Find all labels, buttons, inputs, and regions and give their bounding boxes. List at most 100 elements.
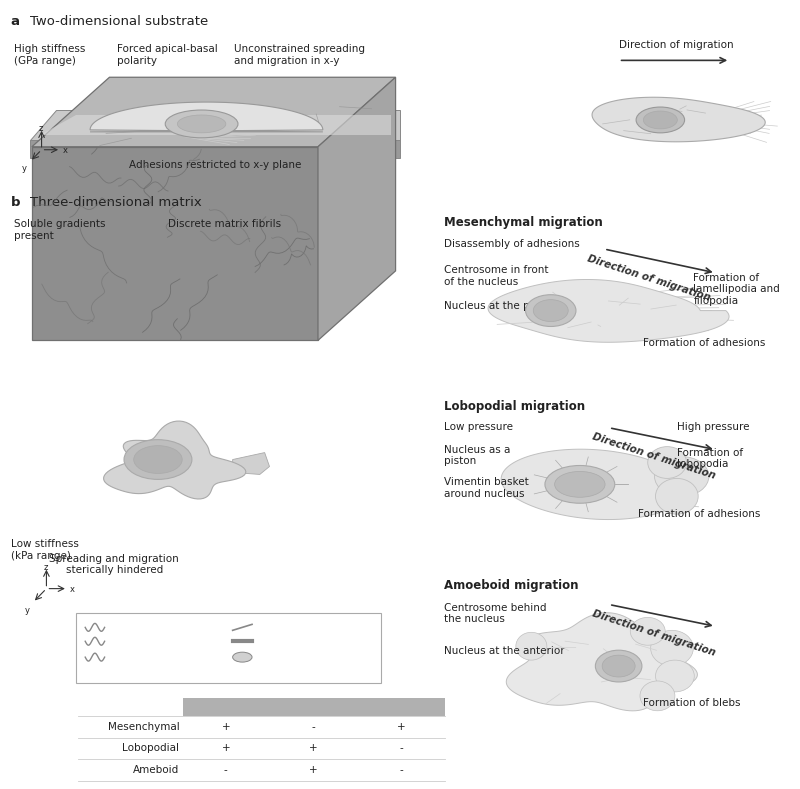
Ellipse shape — [655, 478, 698, 514]
Text: +: + — [222, 743, 230, 753]
Polygon shape — [40, 115, 390, 135]
Ellipse shape — [640, 681, 675, 711]
Text: High pressure: High pressure — [677, 422, 750, 432]
Text: Formation of
lobopodia: Formation of lobopodia — [677, 447, 743, 469]
Text: Centrosome in front
of the nucleus: Centrosome in front of the nucleus — [444, 265, 549, 286]
Ellipse shape — [650, 630, 694, 666]
Ellipse shape — [655, 660, 694, 692]
Text: Nucleus as a
piston: Nucleus as a piston — [444, 445, 510, 466]
Ellipse shape — [630, 618, 665, 645]
Text: Unconstrained spreading
and migration in x-y: Unconstrained spreading and migration in… — [234, 44, 365, 66]
Text: z: z — [43, 563, 48, 572]
Polygon shape — [32, 147, 318, 340]
Text: -: - — [399, 743, 403, 753]
Text: Lobopodial: Lobopodial — [122, 743, 179, 753]
Text: Low pressure: Low pressure — [444, 422, 513, 432]
Polygon shape — [501, 449, 688, 519]
Text: -: - — [311, 722, 315, 731]
Text: +: + — [309, 743, 318, 753]
Polygon shape — [592, 97, 766, 142]
Ellipse shape — [545, 466, 614, 503]
Text: x: x — [63, 146, 68, 155]
Polygon shape — [358, 697, 445, 716]
Text: Disassembly of adhesions: Disassembly of adhesions — [444, 239, 580, 249]
Text: a: a — [10, 15, 19, 28]
Text: Stress fiber: Stress fiber — [256, 622, 307, 631]
Text: Three-dimensional matrix: Three-dimensional matrix — [30, 196, 202, 209]
Ellipse shape — [134, 446, 182, 473]
Text: Actin microfilament: Actin microfilament — [109, 622, 198, 631]
Text: z: z — [38, 124, 42, 133]
Polygon shape — [90, 102, 323, 132]
Text: High stiffness
(GPa range): High stiffness (GPa range) — [14, 44, 86, 66]
Ellipse shape — [648, 447, 686, 478]
Text: Mesenchymal: Mesenchymal — [107, 722, 179, 731]
Text: Nucleus: Nucleus — [256, 652, 292, 660]
Polygon shape — [75, 613, 381, 683]
Text: Lobopodial migration: Lobopodial migration — [444, 400, 585, 413]
Text: Discrete matrix fibrils: Discrete matrix fibrils — [168, 219, 281, 230]
Ellipse shape — [233, 653, 252, 662]
Text: y: y — [25, 605, 30, 615]
Text: b: b — [10, 196, 20, 209]
Polygon shape — [488, 279, 729, 342]
Text: +: + — [397, 722, 406, 731]
Polygon shape — [318, 77, 395, 340]
Text: Forced apical-basal
polarity: Forced apical-basal polarity — [118, 44, 218, 66]
Ellipse shape — [595, 650, 642, 682]
Text: +: + — [309, 765, 318, 776]
Polygon shape — [269, 697, 358, 716]
Ellipse shape — [166, 110, 238, 138]
Text: Formation of adhesions: Formation of adhesions — [638, 509, 761, 519]
Text: Microtubules: Microtubules — [109, 636, 166, 645]
Text: Soluble gradients
present: Soluble gradients present — [14, 219, 106, 241]
Text: Direction of migration: Direction of migration — [591, 432, 717, 481]
Text: Focal adhesion: Focal adhesion — [256, 636, 323, 645]
Text: Mesenchymal migration: Mesenchymal migration — [444, 216, 603, 230]
Text: Adhesions
distributed in all
three dimensions: Adhesions distributed in all three dimen… — [185, 442, 287, 475]
Text: x: x — [70, 585, 74, 594]
Polygon shape — [30, 140, 401, 158]
Ellipse shape — [643, 111, 678, 129]
Ellipse shape — [516, 632, 547, 660]
Text: Formation of blebs: Formation of blebs — [643, 697, 740, 708]
Text: Two-dimensional substrate: Two-dimensional substrate — [30, 15, 208, 28]
Ellipse shape — [124, 439, 192, 480]
Polygon shape — [183, 697, 269, 716]
Ellipse shape — [636, 107, 685, 133]
Text: Formation of
lamellipodia and
filopodia: Formation of lamellipodia and filopodia — [694, 273, 780, 306]
Text: -: - — [224, 765, 228, 776]
Text: Direction of migration: Direction of migration — [618, 40, 734, 50]
Text: Formation of adhesions: Formation of adhesions — [643, 338, 766, 349]
Ellipse shape — [554, 472, 605, 497]
Text: Degradation: Degradation — [369, 701, 434, 712]
Text: Centrosome behind
the nucleus: Centrosome behind the nucleus — [444, 603, 546, 624]
Text: Nucleus at the posterior: Nucleus at the posterior — [444, 301, 570, 311]
Text: Ameboid: Ameboid — [133, 765, 179, 776]
Ellipse shape — [654, 457, 709, 496]
Text: +: + — [222, 722, 230, 731]
Polygon shape — [506, 613, 698, 711]
Ellipse shape — [602, 655, 635, 677]
Text: Spreading and migration
sterically hindered: Spreading and migration sterically hinde… — [50, 554, 179, 575]
Text: Vimentin basket
around nucleus: Vimentin basket around nucleus — [444, 477, 529, 499]
Text: Direction of migration: Direction of migration — [586, 253, 712, 302]
Text: Amoeboid migration: Amoeboid migration — [444, 578, 578, 592]
Text: Direction of migration: Direction of migration — [591, 608, 717, 658]
Text: y: y — [22, 163, 27, 173]
Ellipse shape — [178, 115, 226, 133]
Polygon shape — [30, 110, 401, 140]
Text: Adhesion: Adhesion — [202, 701, 250, 712]
Text: Low stiffness
(kPa range): Low stiffness (kPa range) — [10, 539, 78, 560]
Polygon shape — [233, 453, 270, 474]
Text: Nucleus at the anterior: Nucleus at the anterior — [444, 646, 565, 656]
Text: Adhesions restricted to x-y plane: Adhesions restricted to x-y plane — [129, 159, 302, 170]
Text: Intermediate filaments: Intermediate filaments — [109, 652, 213, 660]
Polygon shape — [104, 421, 246, 499]
Polygon shape — [32, 77, 395, 147]
Ellipse shape — [534, 300, 568, 322]
Text: No prescribed
polarity: No prescribed polarity — [88, 398, 170, 420]
Text: Contractility: Contractility — [281, 701, 346, 712]
Text: -: - — [399, 765, 403, 776]
Ellipse shape — [526, 295, 576, 327]
